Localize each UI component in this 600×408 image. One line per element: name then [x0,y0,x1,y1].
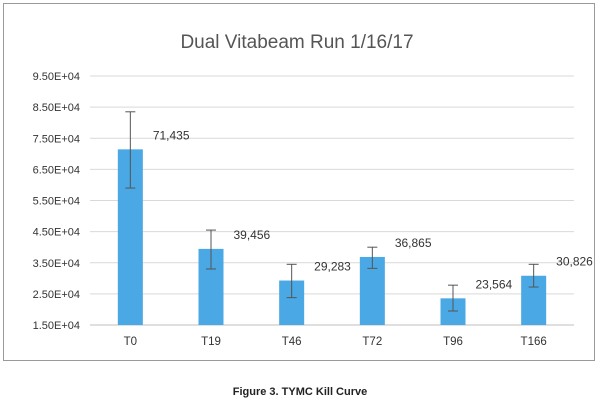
y-tick-label: 8.50E+04 [33,102,80,114]
x-category-label: T166 [521,336,547,348]
bar-chart: Dual Vitabeam Run 1/16/17 1.50E+04 2.50E+… [33,32,594,348]
bars [117,149,547,325]
y-tick-label: 5.50E+04 [33,196,80,208]
y-tick-label: 4.50E+04 [33,227,80,239]
data-label: 39,456 [234,228,271,242]
data-label: 23,564 [476,277,513,291]
x-axis-categories: T0 T19 T46 T72 T96 T166 [124,336,547,348]
figure-caption: Figure 3. TYMC Kill Curve [232,386,368,398]
x-category-label: T19 [201,336,221,348]
data-label: 29,283 [314,260,351,274]
y-tick-label: 7.50E+04 [33,133,80,145]
y-tick-label: 1.50E+04 [33,320,80,332]
y-tick-label: 6.50E+04 [33,164,80,176]
chart-title: Dual Vitabeam Run 1/16/17 [180,32,413,53]
x-category-label: T96 [443,336,463,348]
data-label: 71,435 [153,128,190,142]
data-label: 36,865 [395,236,432,250]
chart-frame: Dual Vitabeam Run 1/16/17 1.50E+04 2.50E+… [3,3,595,361]
y-axis-ticks: 1.50E+04 2.50E+04 3.50E+04 4.50E+04 5.50E+04… [33,71,80,332]
data-labels: 71,435 39,456 29,283 36,865 23,564 30,826 [153,128,593,291]
y-tick-label: 3.50E+04 [33,258,80,270]
x-category-label: T46 [282,336,302,348]
x-category-label: T0 [124,336,137,348]
gridlines [90,75,574,326]
y-tick-label: 9.50E+04 [33,71,80,83]
y-tick-label: 2.50E+04 [33,289,80,301]
x-category-label: T72 [362,336,382,348]
error-bars [125,111,539,312]
data-label: 30,826 [556,255,593,269]
